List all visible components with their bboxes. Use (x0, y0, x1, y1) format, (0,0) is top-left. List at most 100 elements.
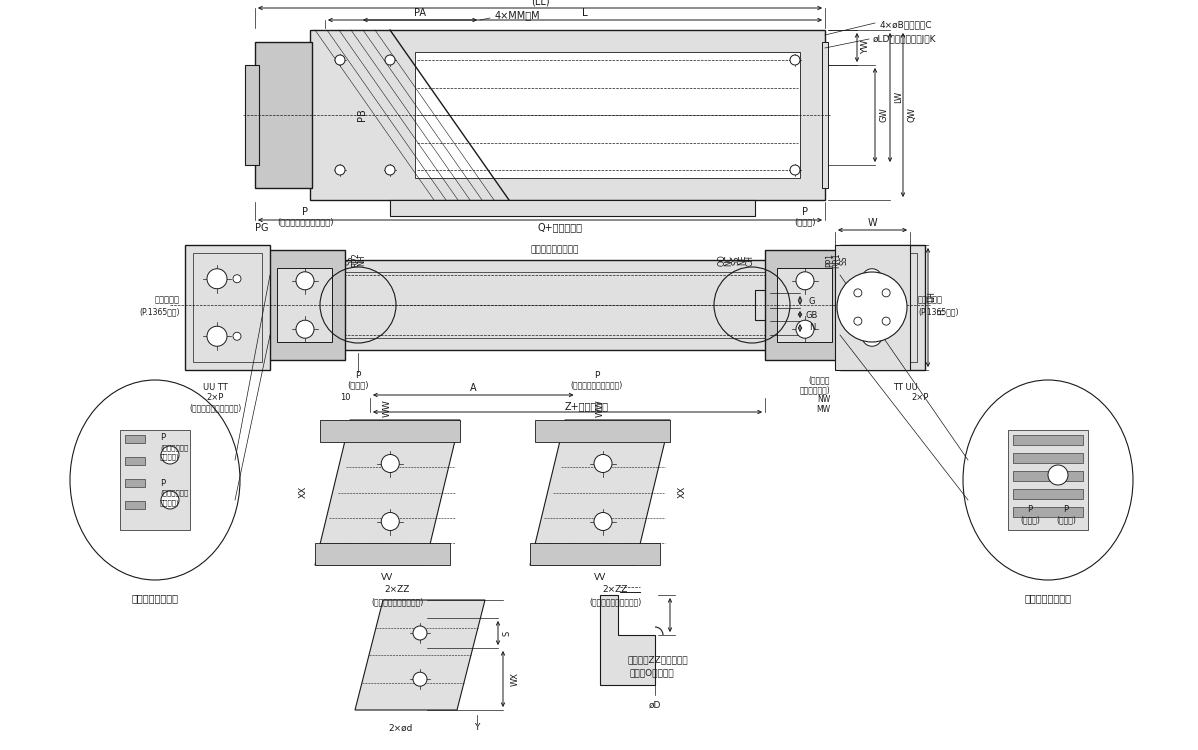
Text: 2×P: 2×P (912, 394, 928, 403)
Text: P: P (302, 207, 308, 217)
Bar (1008, 430, 1088, 530)
Circle shape (789, 165, 800, 175)
Text: LH: LH (927, 292, 937, 302)
Bar (755, 290, 835, 320)
Polygon shape (530, 420, 670, 565)
Polygon shape (355, 600, 485, 710)
Text: (ボート): (ボート) (1019, 515, 1040, 524)
Text: P: P (1064, 506, 1069, 515)
Bar (822, 42, 828, 188)
Text: VV: VV (381, 572, 393, 581)
Text: (六角穴付テーパプラグ): (六角穴付テーパプラグ) (371, 598, 423, 607)
Text: YW: YW (861, 40, 871, 54)
Circle shape (863, 326, 882, 346)
Circle shape (413, 626, 426, 640)
Circle shape (296, 272, 314, 290)
Circle shape (385, 165, 395, 175)
Circle shape (795, 320, 813, 338)
Bar (530, 543, 660, 565)
Text: (ボート): (ボート) (794, 217, 816, 226)
Bar (125, 457, 145, 465)
Bar (184, 245, 270, 370)
Text: LW: LW (895, 91, 903, 103)
Text: Q+ストローク: Q+ストローク (538, 222, 582, 232)
Text: 背面ポート: 背面ポート (918, 296, 943, 304)
Bar (1014, 489, 1083, 499)
Text: 背面ポート: 背面ポート (155, 296, 180, 304)
Circle shape (385, 55, 395, 65)
Text: (ボート): (ボート) (1057, 515, 1076, 524)
Text: S: S (502, 630, 512, 636)
Text: 4×øB座ぐり深C: 4×øB座ぐり深C (881, 20, 932, 29)
Text: XX: XX (678, 486, 686, 498)
Text: W: W (867, 218, 877, 228)
Circle shape (161, 446, 179, 464)
Text: UU TT: UU TT (202, 383, 228, 392)
Text: (六角穴付テー: (六角穴付テー (161, 445, 188, 452)
Text: NH: NH (357, 254, 367, 266)
Text: A: A (470, 383, 477, 393)
Text: 2×ød: 2×ød (388, 724, 412, 733)
Bar (246, 65, 259, 165)
Bar (835, 245, 910, 370)
Bar (125, 435, 145, 443)
Text: P: P (161, 433, 165, 442)
Text: (六角穴付テーパプラグ): (六角穴付テーパプラグ) (277, 217, 333, 226)
Text: P: P (356, 370, 361, 380)
Text: 集中配管形の場合: 集中配管形の場合 (132, 593, 179, 603)
Bar (340, 260, 770, 350)
Text: RP2: RP2 (351, 253, 361, 268)
Text: (六角穴付: (六角穴付 (809, 376, 830, 385)
Bar (840, 245, 925, 370)
Circle shape (381, 512, 399, 530)
Text: OQ: OQ (718, 254, 726, 266)
Bar (766, 250, 845, 360)
Text: (六角穴付テーパプラグ): (六角穴付テーパプラグ) (589, 598, 641, 607)
Text: P: P (594, 370, 599, 380)
Text: SS: SS (345, 255, 355, 265)
Text: （適用Oリング）: （適用Oリング） (630, 668, 674, 677)
Text: P: P (161, 478, 165, 488)
Text: PG: PG (255, 223, 268, 233)
Text: P: P (801, 207, 807, 217)
Text: Z+ストローク: Z+ストローク (565, 401, 609, 411)
Text: SS: SS (732, 255, 740, 265)
Circle shape (795, 272, 813, 290)
Bar (1014, 453, 1083, 463)
Bar (265, 250, 345, 360)
Text: WW: WW (382, 399, 392, 417)
Text: 10: 10 (340, 392, 350, 401)
Circle shape (1048, 465, 1067, 485)
Polygon shape (600, 595, 655, 685)
Circle shape (789, 55, 800, 65)
Circle shape (207, 268, 226, 289)
Text: RR1: RR1 (833, 252, 841, 268)
Text: 底面側（ZZ部）配管部: 底面側（ZZ部）配管部 (628, 656, 689, 664)
Bar (277, 268, 332, 342)
Bar (125, 501, 145, 509)
Text: GW: GW (879, 108, 889, 122)
Bar (1014, 507, 1083, 517)
Circle shape (882, 317, 890, 326)
Text: SS: SS (840, 255, 848, 265)
Text: バプラグ): バプラグ) (161, 500, 180, 506)
Text: (ボート): (ボート) (347, 380, 369, 389)
Text: クッションニードル: クッションニードル (531, 245, 579, 254)
Circle shape (594, 454, 612, 472)
Text: CH: CH (745, 254, 755, 266)
Ellipse shape (69, 380, 240, 580)
Circle shape (882, 289, 890, 297)
Bar (1014, 435, 1083, 445)
Text: 4×MM深M: 4×MM深M (495, 10, 540, 20)
Bar (415, 52, 800, 178)
Circle shape (161, 491, 179, 509)
Text: N: N (809, 323, 815, 332)
Text: VV: VV (594, 572, 606, 581)
Text: MW: MW (816, 406, 830, 415)
Text: 集中配管形の場合: 集中配管形の場合 (1024, 593, 1071, 603)
Circle shape (381, 454, 399, 472)
Text: NE: NE (738, 255, 748, 266)
Bar (310, 30, 825, 200)
Circle shape (232, 274, 241, 283)
Text: (六角穴付テーパプラグ): (六角穴付テーパプラグ) (570, 380, 623, 389)
